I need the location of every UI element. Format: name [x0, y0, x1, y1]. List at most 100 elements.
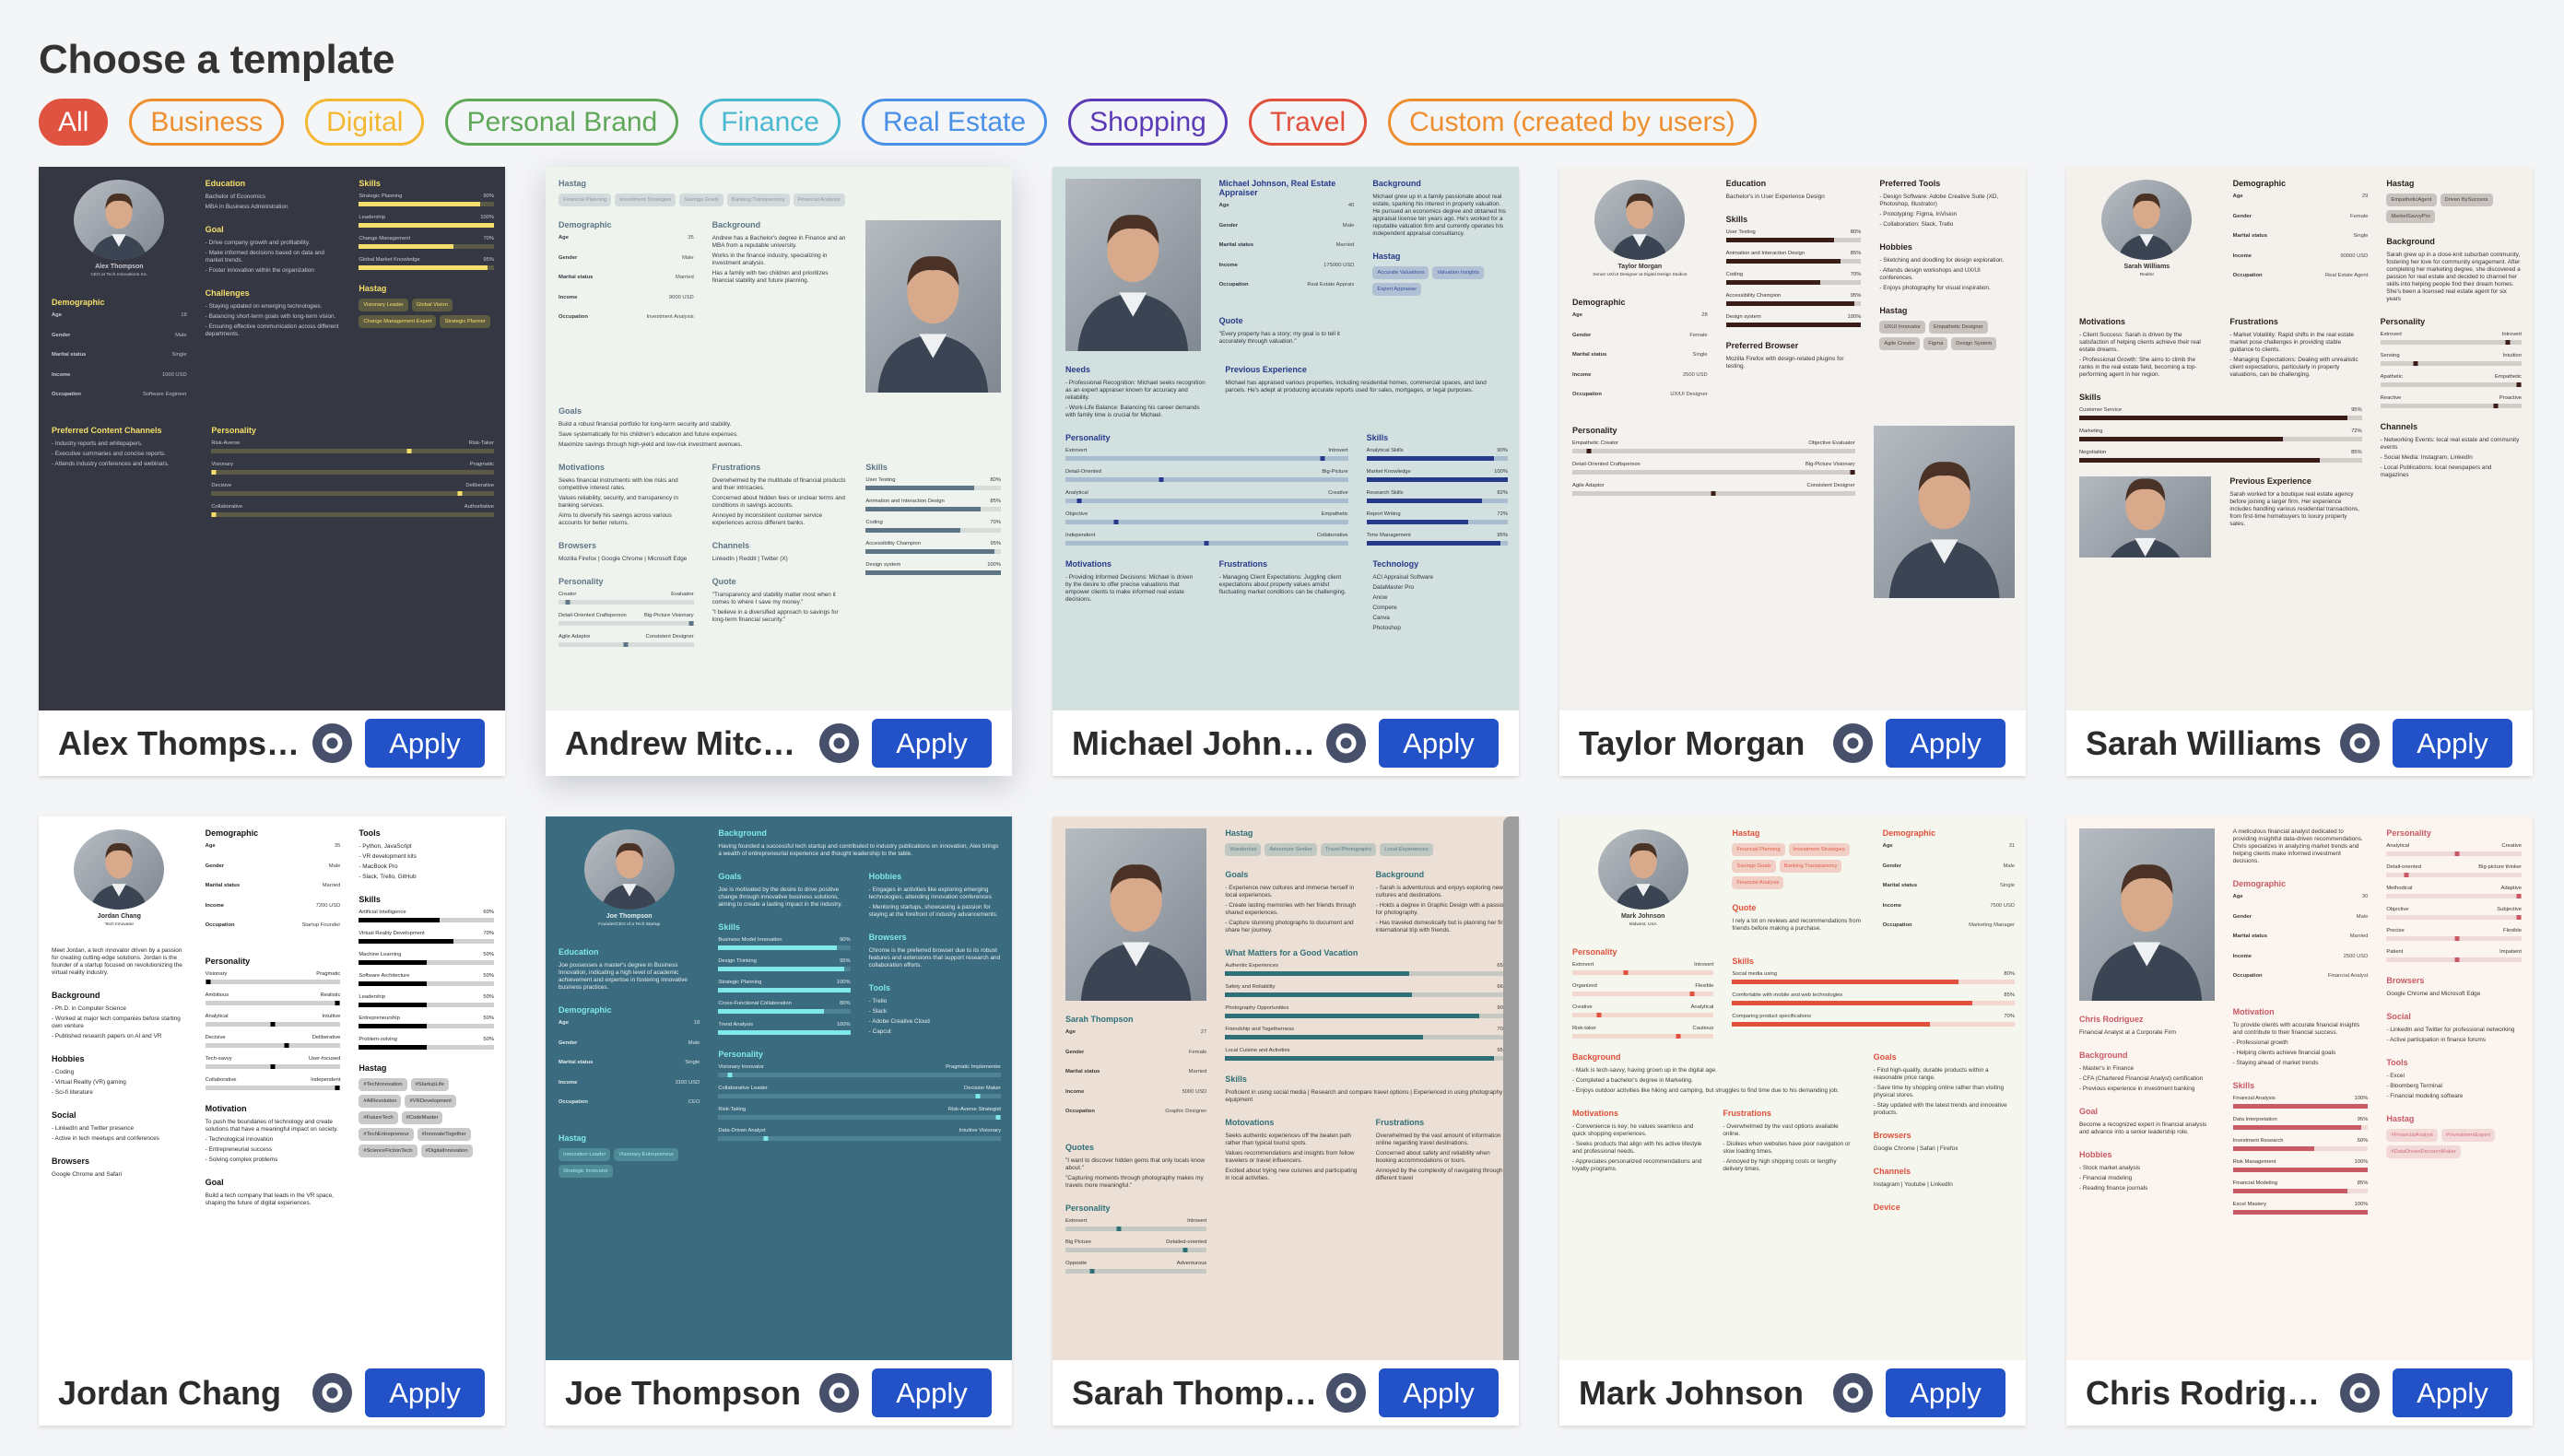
eye-icon[interactable] — [1326, 723, 1366, 763]
template-preview[interactable]: Michael Johnson, Real Estate Appraiser Ag… — [1053, 167, 1519, 710]
filter-chip-travel[interactable]: Travel — [1248, 99, 1368, 146]
personality-scale: Objective Subjective — [2386, 907, 2523, 920]
demographic-value: 29 — [2361, 194, 2369, 199]
skill-label: Entrepreneurship — [359, 1016, 400, 1021]
skill-track — [1225, 992, 1508, 997]
eye-icon[interactable] — [312, 723, 352, 763]
demographic-label: Occupation — [559, 1099, 588, 1105]
demographic-value: Single — [171, 352, 187, 358]
scale-marker — [2516, 894, 2522, 898]
filter-chip-custom-created-by-users[interactable]: Custom (created by users) — [1388, 99, 1757, 146]
apply-button[interactable]: Apply — [1886, 1368, 2005, 1417]
section-text: Overwhelmed by the vast amount of inform… — [1375, 1133, 1501, 1146]
section-text: - Previous experience in investment bank… — [2079, 1086, 2195, 1092]
skill-fill — [2232, 1188, 2348, 1193]
demographic-row: Income 7500 USD — [1883, 903, 2015, 923]
eye-icon[interactable] — [1833, 723, 1873, 763]
filter-chip-personal-brand[interactable]: Personal Brand — [445, 99, 679, 146]
scale-marker — [284, 1042, 289, 1048]
template-preview[interactable]: Chris Rodriguez Financial Analyst at a Co… — [2066, 816, 2533, 1360]
demographic-label: Gender — [1882, 863, 1901, 869]
template-preview[interactable]: Mark Johnson Midwest, USA Personality Extro… — [1559, 816, 2026, 1360]
eye-icon[interactable] — [819, 1373, 859, 1413]
section-personality: Personality Visionary Pragmatic Ambitious Re… — [205, 957, 341, 1090]
skill-fill — [2232, 1209, 2369, 1215]
preview-column: Frustrations Overwhelmed by the vast amou… — [1376, 1118, 1508, 1196]
apply-button[interactable]: Apply — [365, 1368, 485, 1417]
skill-fill — [2232, 1167, 2369, 1172]
eye-icon[interactable] — [2340, 1373, 2380, 1413]
apply-button[interactable]: Apply — [1379, 719, 1499, 768]
section-text: Instagram | Youtube | LinkedIn — [1873, 1181, 1953, 1188]
template-preview[interactable]: Sarah Thompson Age 27 Gender Female Marital s… — [1053, 816, 1519, 1360]
scale-left-label: Decisive — [205, 1034, 226, 1040]
template-preview[interactable]: Sarah Williams Realtor Demographic Age 29 Gen… — [2066, 167, 2533, 710]
skill-label-row: Excel Mastery 100 — [2233, 1202, 2369, 1207]
filter-chip-business[interactable]: Business — [129, 99, 285, 146]
section-text: - Coding — [52, 1069, 75, 1075]
eye-icon[interactable] — [1326, 1373, 1366, 1413]
demographic-row: Marital status Married — [206, 883, 341, 903]
demographic-value: Female — [2350, 213, 2369, 219]
personality-scale: Sensing Intuition — [2380, 353, 2522, 366]
scale-right-label: Pragmatic — [469, 461, 494, 467]
scale-right-label: Deliberative — [465, 482, 494, 488]
apply-button[interactable]: Apply — [1886, 719, 2005, 768]
section-heading: Hastag — [359, 1063, 387, 1073]
apply-button[interactable]: Apply — [872, 1368, 992, 1417]
template-preview[interactable]: Joe Thompson Founder/CEO of a Tech Startu… — [546, 816, 1012, 1360]
section-personality: Personality Analytical Creative Detail-orie… — [2386, 828, 2523, 962]
eye-icon[interactable] — [819, 723, 859, 763]
section-text: - Create lasting memories with her frien… — [1225, 902, 1357, 916]
apply-button[interactable]: Apply — [2393, 719, 2512, 768]
section-heading: Background — [1572, 1052, 1621, 1062]
preview-column: Sarah Williams Realtor — [2079, 179, 2215, 317]
filter-chip-finance[interactable]: Finance — [700, 99, 841, 146]
filter-chip-shopping[interactable]: Shopping — [1068, 99, 1228, 146]
skill-track — [1225, 1056, 1508, 1061]
preview-row: Skills Social media using 80 Comfortable wi… — [1732, 957, 2015, 1040]
template-preview[interactable]: Jordan Chang Tech Innovator Meet Jordan, a… — [39, 816, 505, 1360]
eye-icon[interactable] — [2340, 723, 2380, 763]
scale-marker — [763, 1136, 769, 1141]
section-demographic: Demographic Age 31 Gender Male Marital status… — [1883, 828, 2015, 943]
skill-value: 85 — [2358, 1180, 2369, 1186]
demographic-value: 18 — [181, 312, 187, 318]
scale-label-row: Independent Collaborative — [1065, 533, 1348, 538]
demographic-value: Male — [682, 254, 694, 261]
filter-chip-real-estate[interactable]: Real Estate — [861, 99, 1048, 146]
skill-bar: Authentic Experiences 65 — [1225, 963, 1508, 976]
section-text: - Enjoys photography for visual inspirat… — [1879, 285, 1991, 291]
template-preview[interactable]: Alex Thompson CEO at Tech Innovations Inc… — [39, 167, 505, 710]
scale-label-row: Analytical Creative — [2386, 843, 2522, 849]
apply-button[interactable]: Apply — [365, 719, 485, 768]
filter-chip-all[interactable]: All — [39, 99, 109, 146]
apply-button[interactable]: Apply — [872, 719, 992, 768]
skill-fill — [2232, 1103, 2369, 1109]
scale-label-row: Extrovert Introvert — [1572, 962, 1713, 968]
skill-fill — [1732, 1021, 1930, 1027]
template-name: Chris Rodriguez — [2086, 1373, 2333, 1412]
section-heading: Chris Rodriguez — [2079, 1015, 2144, 1024]
filter-chip-digital[interactable]: Digital — [305, 99, 425, 146]
section-goals: Goals Build a robust financial portfolio … — [559, 406, 841, 449]
preview-scrollbar[interactable] — [1503, 816, 1519, 1360]
section-heading: Quotes — [1065, 1142, 1095, 1152]
eye-icon[interactable] — [1833, 1373, 1873, 1413]
scale-right-label: Realistic — [320, 992, 341, 998]
apply-button[interactable]: Apply — [2393, 1368, 2512, 1417]
skill-label: Risk Management — [2232, 1158, 2276, 1165]
eye-icon[interactable] — [312, 1373, 352, 1413]
scale-track — [1572, 970, 1714, 975]
personality-scale: Tech-savvy User-focused — [205, 1056, 341, 1069]
skill-label-row: Comfortable with mobile and web technolo… — [1732, 992, 2015, 998]
apply-button[interactable]: Apply — [1379, 1368, 1499, 1417]
skill-bar: Financial Modeling 85 — [2232, 1180, 2369, 1193]
section-heading: Social — [2386, 1012, 2411, 1021]
template-preview[interactable]: Taylor Morgan Senior UX/UI Designer at Di… — [1559, 167, 2026, 710]
template-preview[interactable]: Hastag Financial Planning Investment Strat… — [546, 167, 1012, 710]
scale-right-label: Cautious — [1692, 1026, 1714, 1031]
avatar-photo — [1597, 829, 1688, 910]
hashtag-list: #TechInnovation #StartupLife #AIRevolution… — [359, 1078, 494, 1157]
section-hastag: Hastag Accurate Valuations Valuation Insig… — [1372, 252, 1508, 296]
